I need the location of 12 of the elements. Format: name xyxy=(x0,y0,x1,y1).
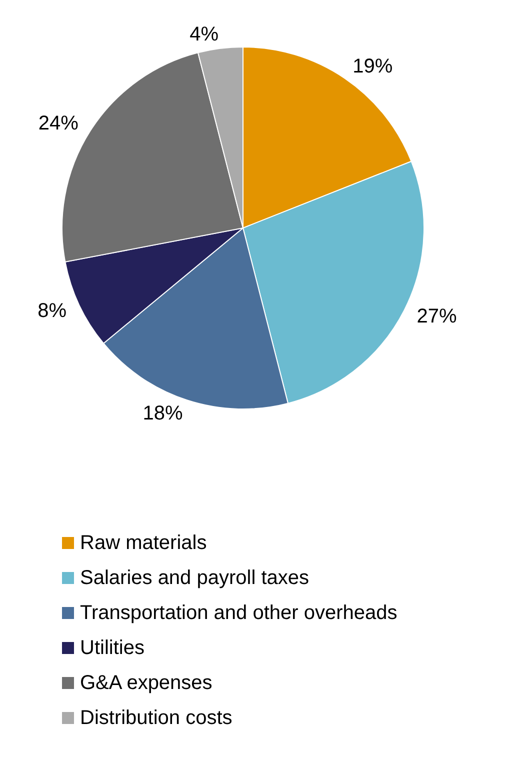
data-label: 19% xyxy=(352,56,393,78)
data-label: 27% xyxy=(416,306,457,328)
legend-label: Salaries and payroll taxes xyxy=(80,567,310,589)
legend-label: Distribution costs xyxy=(80,707,232,729)
legend-label: G&A expenses xyxy=(80,672,212,694)
data-label: 24% xyxy=(38,112,79,135)
data-label: 18% xyxy=(142,402,183,424)
data-label: 8% xyxy=(38,300,67,322)
legend-label: Utilities xyxy=(80,637,144,659)
data-label: 4% xyxy=(190,24,219,46)
legend-label: Raw materials xyxy=(80,532,207,554)
legend-label: Transportation and other overheads xyxy=(80,602,398,624)
